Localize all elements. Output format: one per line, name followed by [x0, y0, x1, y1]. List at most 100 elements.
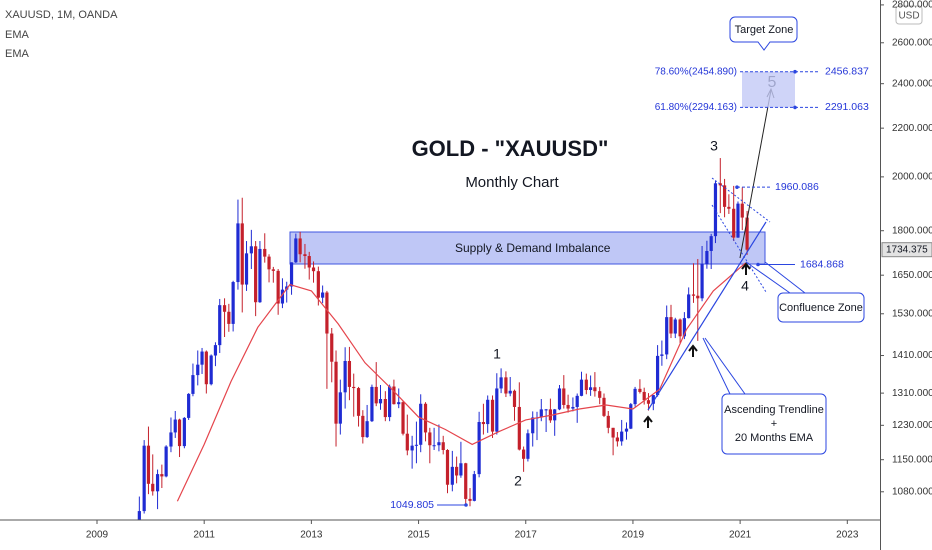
candle-body [441, 442, 445, 451]
candle-body [218, 305, 222, 346]
y-tick-label: 2200.000 [892, 123, 932, 134]
candle-body [405, 433, 409, 451]
candle-body [673, 319, 677, 334]
candle-body [271, 269, 275, 271]
candle-body [579, 379, 584, 396]
candle-body [539, 409, 543, 418]
candle-body [307, 256, 311, 268]
y-tick-label: 1080.000 [892, 486, 932, 497]
candle-body [365, 421, 369, 438]
y-tick-label: 2600.000 [892, 37, 932, 48]
ascending-trendline [647, 221, 767, 411]
y-tick-label: 2800.000 [892, 0, 932, 11]
wave-label: 3 [710, 138, 718, 154]
candle-body [544, 409, 548, 411]
candle-body [200, 351, 204, 365]
level-dot [735, 185, 739, 189]
y-tick-label: 1410.000 [892, 350, 932, 361]
candle-body [477, 422, 481, 475]
candle-body [244, 253, 249, 285]
y-tick-label: 2000.000 [892, 172, 932, 183]
wave-label: 4 [741, 278, 749, 294]
candle-body [258, 248, 262, 303]
candle-body [155, 474, 160, 492]
candle-body [378, 399, 383, 404]
callout-text: Target Zone [735, 24, 794, 36]
candle-body [522, 449, 526, 459]
candle-body [620, 431, 624, 442]
candle-body [629, 404, 633, 429]
candle-body [512, 390, 517, 407]
candle-body [490, 399, 495, 432]
candle-body [611, 427, 615, 438]
candle-body [682, 318, 686, 337]
callout-box [721, 393, 827, 455]
candle-body [187, 393, 191, 418]
wave-label: 2 [514, 473, 522, 489]
y-tick-label: 1530.000 [892, 308, 932, 319]
candle-body [468, 498, 472, 501]
target-zone [742, 71, 795, 108]
candle-body [267, 256, 271, 270]
candle-body [700, 264, 704, 299]
candle-body [495, 388, 499, 432]
wedge-lines [711, 177, 771, 293]
candle-body [732, 208, 736, 238]
candle-body [598, 391, 602, 398]
candle-body [450, 466, 454, 485]
level-dot [793, 105, 797, 110]
y-tick-label: 1650.000 [892, 270, 932, 281]
fib-label: 78.60%(2454.890) [655, 66, 737, 77]
low-label: 1049.805 [390, 499, 434, 511]
candle-body [691, 294, 696, 296]
candle-body [343, 360, 347, 393]
ema-line [176, 262, 746, 502]
y-tick-label: 1150.000 [892, 454, 932, 465]
x-tick-label: 2017 [515, 530, 538, 541]
candle-body [397, 402, 401, 405]
candle-body [445, 450, 450, 485]
callout-pointer [702, 337, 746, 395]
chart-subtitle: Monthly Chart [465, 174, 559, 191]
x-tick-label: 2021 [729, 530, 752, 541]
candle-body [423, 403, 428, 433]
candle-body [504, 377, 508, 394]
candle-body [146, 445, 151, 484]
candle-body [566, 404, 570, 409]
candle-body [718, 183, 722, 186]
callout-text: 20 Months EMA [735, 432, 814, 444]
candle-body [414, 444, 419, 446]
candle-body [227, 311, 231, 324]
candle-body [164, 446, 168, 477]
candle-body [481, 422, 486, 425]
candle-body [615, 437, 619, 442]
up-arrow [741, 262, 751, 275]
candle-body [276, 270, 280, 304]
candle-body [338, 392, 342, 424]
candle-body [222, 305, 227, 312]
candle-body [588, 387, 593, 391]
candle-body [508, 390, 512, 394]
zone-label: Supply & Demand Imbalance [455, 241, 611, 255]
candle-body [361, 415, 365, 438]
candle-body [736, 203, 740, 238]
candle-body [231, 282, 235, 324]
candle-body [464, 463, 468, 499]
level-dot [793, 69, 797, 74]
candle-body [455, 466, 459, 476]
candle-body [410, 445, 414, 451]
candle-body [160, 474, 164, 477]
level-label: 2291.063 [825, 101, 869, 113]
candle-body [633, 388, 637, 405]
legend-ema: EMA [5, 48, 30, 60]
candle-body [321, 292, 325, 298]
candle-body [486, 399, 490, 425]
candle-body [236, 223, 240, 283]
level-label: 1960.086 [775, 181, 819, 193]
y-tick-label: 2400.000 [892, 78, 932, 89]
candle-body [191, 375, 195, 394]
candle-body [316, 271, 320, 298]
candle-body [196, 364, 200, 376]
candle-body [705, 250, 709, 265]
